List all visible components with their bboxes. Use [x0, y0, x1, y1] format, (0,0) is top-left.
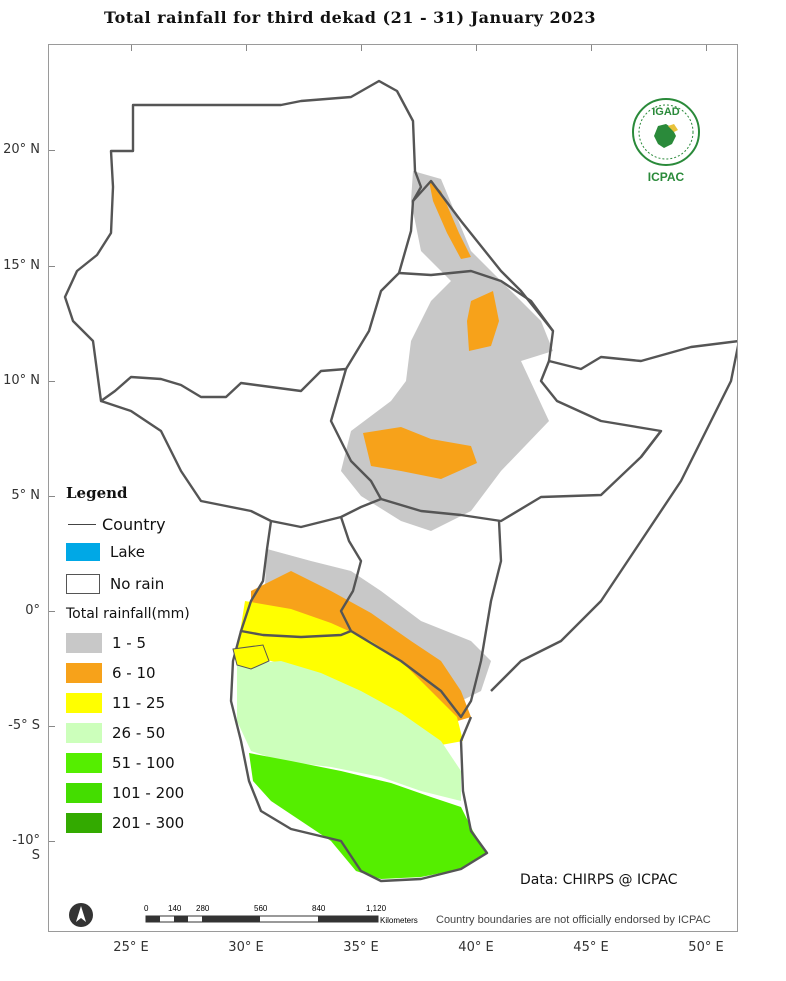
- lon-tick: [361, 45, 362, 51]
- legend-title: Legend: [66, 484, 128, 502]
- lon-tick: [706, 45, 707, 51]
- legend-lake-row: Lake: [66, 536, 236, 568]
- legend-class-row: 101 - 200: [66, 778, 236, 808]
- lon-label: 35° E: [343, 940, 379, 955]
- igad-icpac-logo: IGAD ICPAC: [628, 96, 704, 188]
- map-canvas: [63, 79, 737, 883]
- legend-class-swatch: [66, 813, 102, 833]
- legend-class-swatch: [66, 633, 102, 653]
- lat-label: -5° S: [8, 718, 40, 733]
- legend-class-label: 1 - 5: [112, 634, 147, 652]
- lon-label: 25° E: [113, 940, 149, 955]
- map-title: Total rainfall for third dekad (21 - 31)…: [104, 8, 596, 27]
- north-arrow-icon: [68, 902, 94, 928]
- lat-tick: [49, 611, 55, 612]
- legend-country-label: Country: [102, 514, 166, 534]
- legend-class-label: 11 - 25: [112, 694, 166, 712]
- scale-bar: 0 140 280 560 840 1,120 Kilometers: [130, 904, 440, 930]
- lake-victoria: [232, 644, 270, 670]
- lon-tick: [591, 45, 592, 51]
- no-rain-swatch: [66, 574, 100, 594]
- legend-class-swatch: [66, 663, 102, 683]
- scale-tick-label: 840: [312, 904, 326, 913]
- rain-zone-orange-ethiopia-n: [467, 291, 499, 351]
- legend: Legend Country Lake No rain Total rainfa…: [66, 484, 236, 838]
- lon-tick: [131, 45, 132, 51]
- scale-tick-label: 1,120: [366, 904, 387, 913]
- legend-class-label: 6 - 10: [112, 664, 156, 682]
- legend-class-label: 26 - 50: [112, 724, 166, 742]
- legend-rainfall-title: Total rainfall(mm): [66, 606, 190, 622]
- rain-zone-green: [249, 753, 487, 879]
- legend-no-rain-label: No rain: [110, 575, 165, 593]
- scale-unit: Kilometers: [380, 916, 418, 925]
- scale-tick-label: 0: [144, 904, 149, 913]
- country-boundaries: [63, 79, 737, 883]
- lat-tick: [49, 266, 55, 267]
- lon-label: 40° E: [458, 940, 494, 955]
- lake-swatch: [66, 543, 100, 561]
- map-frame: [48, 44, 738, 932]
- legend-class-row: 51 - 100: [66, 748, 236, 778]
- scale-tick-label: 140: [168, 904, 182, 913]
- disclaimer-text: Country boundaries are not officially en…: [436, 914, 711, 926]
- lon-label: 50° E: [688, 940, 724, 955]
- lon-tick: [476, 45, 477, 51]
- rain-zone-orange-ethiopia-c: [363, 427, 477, 479]
- rain-zone-lightgreen: [237, 661, 461, 801]
- lat-label: -10° S: [12, 833, 40, 863]
- legend-class-row: 26 - 50: [66, 718, 236, 748]
- legend-class-row: 1 - 5: [66, 628, 236, 658]
- lat-tick: [49, 150, 55, 151]
- legend-class-swatch: [66, 783, 102, 803]
- scale-tick-label: 560: [254, 904, 268, 913]
- legend-country-row: Country: [66, 512, 236, 536]
- legend-class-label: 101 - 200: [112, 784, 185, 802]
- igad-emblem-icon: [632, 98, 700, 166]
- scale-tick-label: 280: [196, 904, 210, 913]
- data-credit: Data: CHIRPS @ ICPAC: [520, 872, 678, 888]
- lat-label: 0°: [25, 603, 40, 618]
- legend-class-swatch: [66, 693, 102, 713]
- lat-label: 20° N: [3, 142, 40, 157]
- lon-label: 45° E: [573, 940, 609, 955]
- lon-label: 30° E: [228, 940, 264, 955]
- logo-bottom-text: ICPAC: [647, 170, 685, 184]
- legend-class-row: 11 - 25: [66, 688, 236, 718]
- legend-lake-label: Lake: [110, 543, 145, 561]
- legend-class-swatch: [66, 753, 102, 773]
- logo-top-text: IGAD: [652, 106, 680, 118]
- country-line-icon: [68, 523, 96, 525]
- legend-no-rain-row: No rain: [66, 568, 236, 600]
- lat-label: 15° N: [3, 258, 40, 273]
- legend-class-swatch: [66, 723, 102, 743]
- legend-class-label: 201 - 300: [112, 814, 185, 832]
- scale-bar-graphic: [145, 915, 379, 923]
- lat-label: 5° N: [11, 488, 40, 503]
- lat-tick: [49, 726, 55, 727]
- legend-class-label: 51 - 100: [112, 754, 175, 772]
- lon-tick: [246, 45, 247, 51]
- lat-tick: [49, 496, 55, 497]
- lat-label: 10° N: [3, 373, 40, 388]
- lat-tick: [49, 841, 55, 842]
- legend-classes: 1 - 5 6 - 10 11 - 25 26 - 50 51 - 100 101 - 2…: [66, 628, 236, 838]
- legend-class-row: 6 - 10: [66, 658, 236, 688]
- rain-zone-orange-eritrea: [429, 181, 471, 259]
- legend-class-row: 201 - 300: [66, 808, 236, 838]
- lat-tick: [49, 381, 55, 382]
